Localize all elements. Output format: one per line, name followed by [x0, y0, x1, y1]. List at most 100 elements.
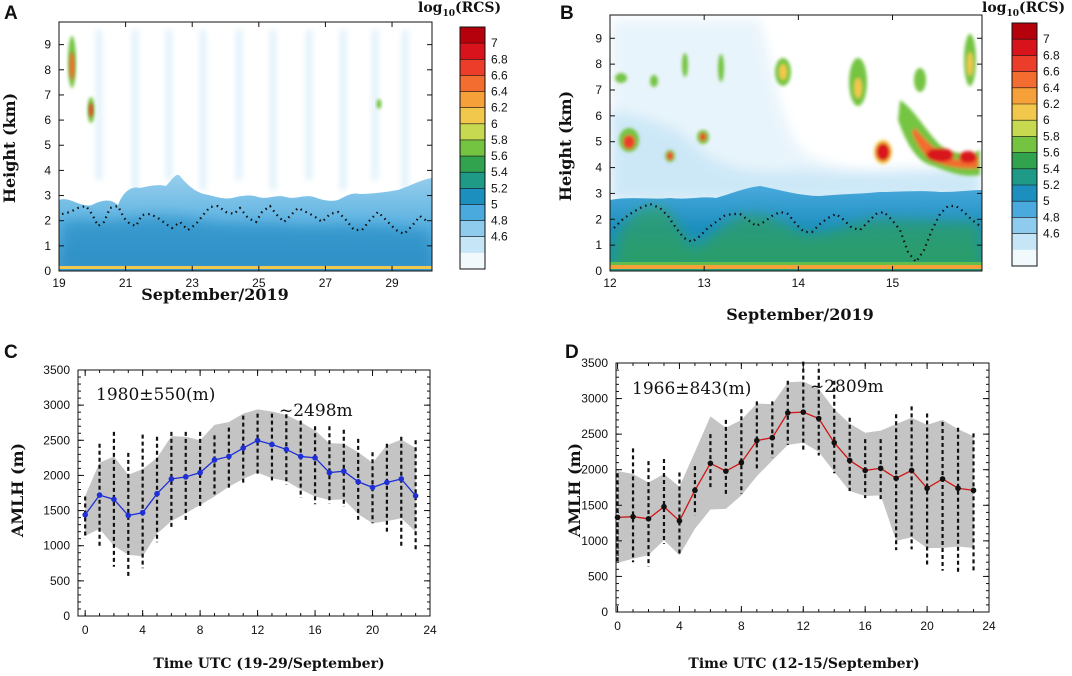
colorbar-label: 6.4	[1043, 81, 1060, 95]
mean-line	[617, 411, 974, 522]
y-tick-label: 7	[595, 83, 602, 97]
colorbar-swatch	[1012, 136, 1037, 154]
surface-layer-a	[59, 266, 432, 269]
y-tick-label: 0	[63, 609, 70, 623]
mean-point	[297, 453, 304, 460]
colorbar-label: 7	[491, 36, 498, 50]
colorbar-swatch	[460, 107, 485, 125]
mean-point	[676, 518, 683, 524]
ylabel-d: AMLH (m)	[565, 443, 584, 538]
xlabel-c: Time UTC (19-29/September)	[153, 656, 384, 672]
colorbar-b: log10(RCS) 7 6.8 6.6 6.4 6.2 6 5.8 5.6 5.4 5.2 5 4.…	[982, 0, 1065, 267]
mean-point	[283, 446, 290, 453]
mean-point	[226, 453, 232, 460]
colorbar-label: 5.8	[1043, 129, 1060, 143]
x-tick-label: 15	[886, 276, 900, 290]
colorbar-swatch	[1012, 39, 1037, 56]
mean-point	[326, 469, 333, 476]
colorbar-swatch	[1012, 104, 1037, 121]
x-tick-label: 12	[251, 623, 265, 637]
colorbar-swatch	[1012, 71, 1037, 89]
mean-point	[211, 457, 218, 463]
clouds-b	[615, 34, 980, 176]
colorbar-swatch	[460, 59, 485, 76]
mean-point	[154, 490, 160, 497]
y-tick-label: 2000	[581, 463, 608, 477]
y-tick-label: 1	[44, 239, 51, 253]
colorbar-swatch	[1012, 87, 1037, 105]
mean-point	[815, 415, 822, 422]
mean-point	[784, 410, 791, 416]
y-tick-label: 500	[50, 574, 70, 588]
y-tick-label: 6	[44, 113, 51, 127]
panel-letter-c: C	[4, 342, 18, 363]
y-tick-label: 2	[44, 214, 51, 228]
mean-point	[800, 409, 807, 415]
sparse-noise-a	[96, 30, 408, 190]
y-tick-label: 1500	[43, 504, 70, 518]
y-tick-label: 4	[44, 163, 51, 177]
surface-layer-b	[610, 265, 982, 269]
y-tick-label: 1500	[581, 498, 608, 512]
y-tick-label: 1	[595, 238, 602, 252]
x-tick-label: 24	[423, 623, 437, 637]
x-tick-label: 21	[119, 276, 133, 290]
panel-d: D 0 4 8 12 16 20 24 0 500 1000 1500 2000 2500 3000 350…	[565, 342, 996, 672]
x-tick-label: 29	[385, 276, 399, 290]
panel-letter-d: D	[565, 342, 579, 363]
xlabel-a: September/2019	[141, 285, 289, 304]
mean-point	[645, 516, 652, 522]
ylabel-b: Height (km)	[556, 91, 575, 201]
y-tick-label: 2000	[43, 468, 70, 482]
y-tick-label: 1000	[43, 539, 70, 553]
y-tick-label: 8	[595, 57, 602, 71]
mean-point	[82, 511, 88, 518]
colorbar-label: 5.4	[1043, 162, 1060, 176]
colorbar-swatch	[460, 123, 485, 141]
mean-point	[939, 476, 946, 482]
mean-point	[398, 476, 405, 482]
mean-point	[970, 487, 977, 494]
y-tick-label: 3500	[581, 356, 608, 370]
mean-point	[955, 485, 961, 492]
mean-point	[111, 496, 117, 503]
x-tick-label: 0	[82, 623, 89, 637]
boundary-layer-core-a	[62, 216, 430, 268]
mean-point	[846, 457, 853, 464]
mean-point	[240, 445, 247, 451]
colorbar-swatch	[1012, 217, 1037, 235]
y-tick-label: 2500	[581, 427, 608, 441]
colorbar-swatch	[1012, 249, 1037, 267]
y-tick-label: 9	[595, 31, 602, 45]
colorbar-label: 4.8	[1043, 210, 1060, 224]
y-tick-label: 5	[595, 135, 602, 149]
colorbar-label: 6.2	[1043, 97, 1060, 111]
colorbar-label: 6.6	[1043, 65, 1060, 79]
x-tick-label: 8	[197, 623, 204, 637]
y-tick-label: 500	[588, 569, 608, 583]
colorbar-label: 5	[1043, 194, 1050, 208]
panel-b: B	[556, 3, 983, 324]
y-tick-label: 8	[44, 63, 51, 77]
std-band	[85, 409, 416, 557]
colorbar-swatch	[460, 188, 485, 205]
x-tick-label: 16	[308, 623, 322, 637]
mean-point	[769, 434, 776, 441]
y-tick-label: 6	[595, 109, 602, 123]
colorbar-label: 5.2	[1043, 178, 1060, 192]
colorbar-swatch	[460, 220, 485, 238]
xlabel-d: Time UTC (12-15/September)	[688, 656, 919, 672]
mean-point	[877, 465, 884, 472]
colorbar-swatch	[1012, 201, 1037, 218]
x-tick-label: 27	[319, 276, 333, 290]
mean-point	[355, 478, 361, 485]
annotation-peak-c: ~2498m	[279, 401, 353, 421]
axes-b	[609, 14, 983, 272]
mean-point	[312, 455, 318, 461]
colorbar-swatch	[1012, 168, 1037, 186]
x-tick-label: 20	[366, 623, 380, 637]
mean-point	[254, 437, 261, 444]
y-tick-label: 3500	[43, 363, 70, 377]
colorbar-label: 5	[491, 197, 498, 211]
